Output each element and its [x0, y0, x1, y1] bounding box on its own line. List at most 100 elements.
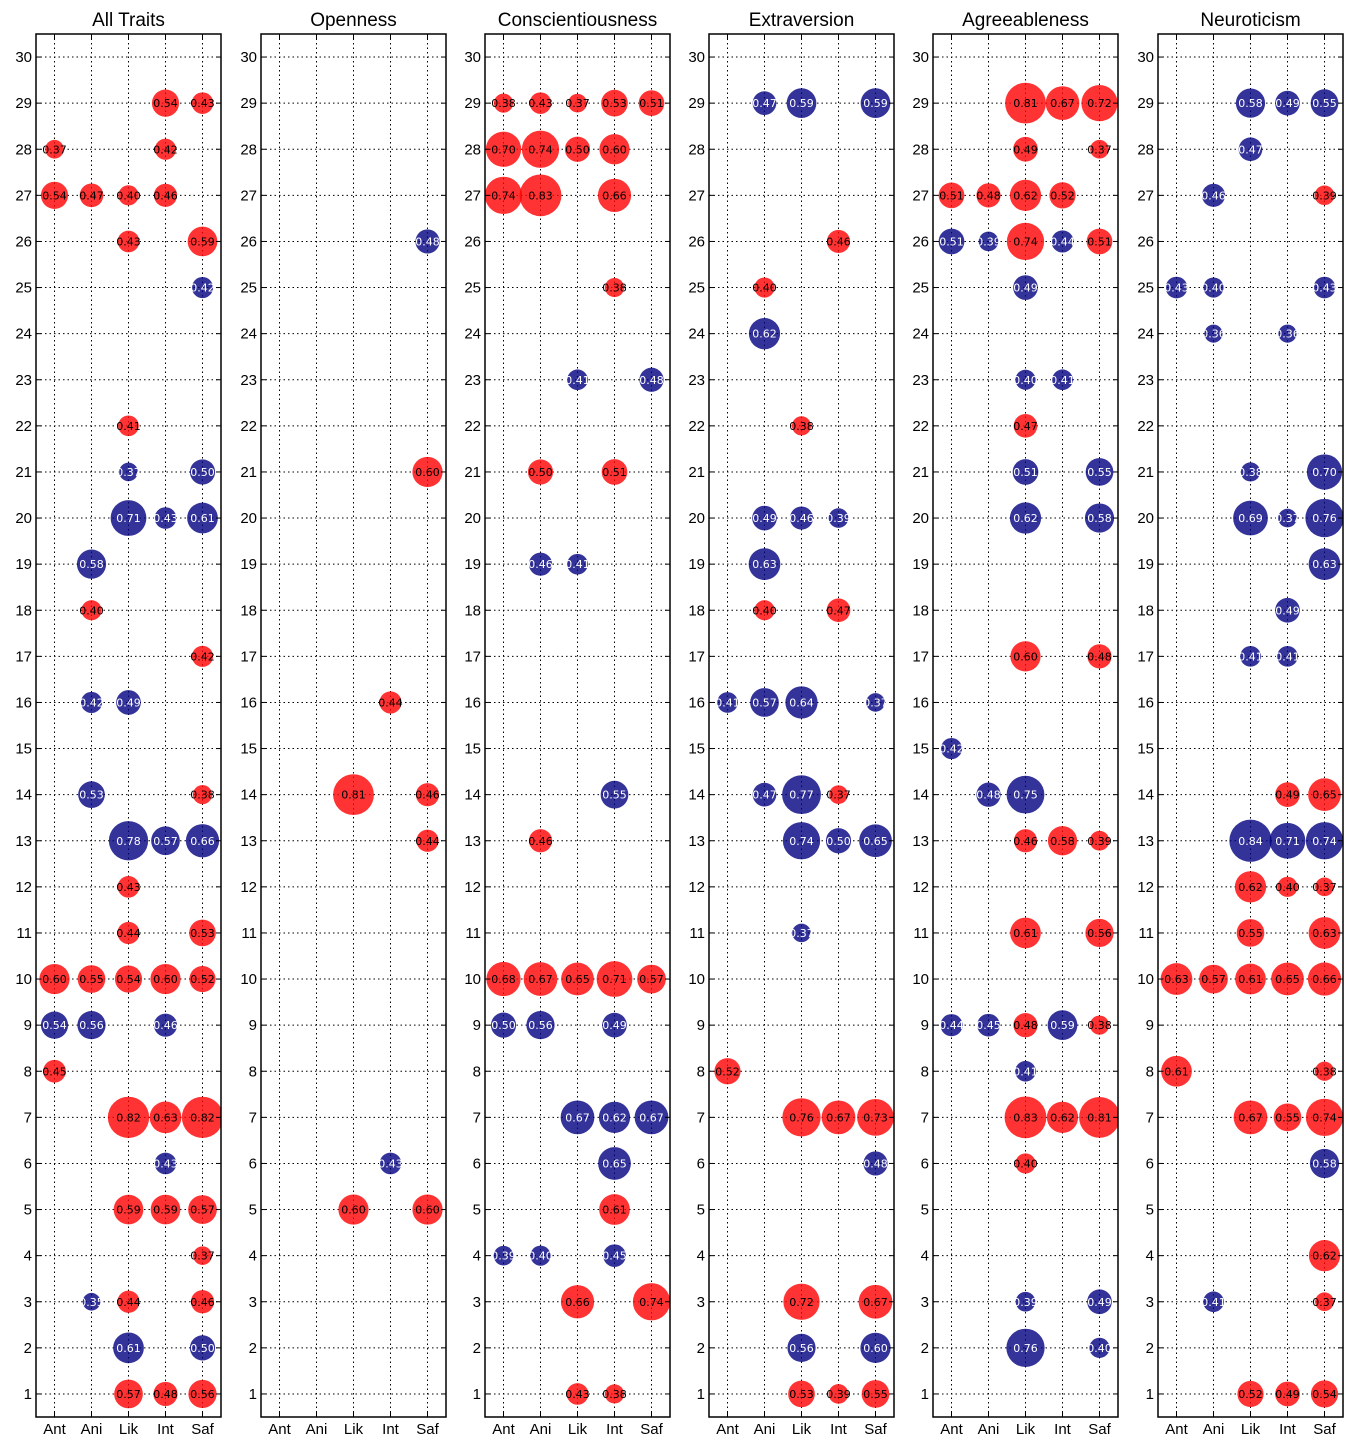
- bubble: [1310, 1380, 1339, 1408]
- bubble-value-label: 0.68: [491, 973, 516, 986]
- bubble: [150, 963, 181, 995]
- bubble: [1013, 414, 1038, 438]
- bubble: [412, 1194, 443, 1225]
- bubble-value-label: 0.66: [565, 1296, 590, 1309]
- x-tick-label: Int: [606, 1421, 624, 1438]
- x-tick-label: Saf: [864, 1421, 887, 1438]
- bubble: [530, 1245, 551, 1266]
- bubble-value-label: 0.67: [528, 973, 553, 986]
- x-tick-label: Lik: [568, 1421, 588, 1438]
- bubble-value-label: 0.50: [190, 466, 215, 479]
- bubble-value-label: 0.81: [1087, 1111, 1112, 1124]
- y-tick-label: 6: [473, 1155, 481, 1172]
- bubble: [600, 780, 629, 809]
- bubble: [1046, 1101, 1079, 1133]
- bubble-value-label: 0.60: [602, 143, 627, 156]
- bubble-value-label: 0.49: [1013, 282, 1038, 295]
- bubble: [752, 91, 777, 115]
- bubble-value-label: 0.48: [863, 1157, 888, 1170]
- bubble: [80, 691, 103, 714]
- x-tick-label: Saf: [191, 1421, 214, 1438]
- y-tick-label: 21: [15, 464, 32, 481]
- bubble-value-label: 0.41: [116, 420, 141, 433]
- y-tick-label: 16: [15, 694, 32, 711]
- y-tick-label: 30: [1137, 49, 1154, 66]
- y-tick-label: 7: [921, 1109, 929, 1126]
- bubble-value-label: 0.40: [752, 282, 777, 295]
- grid: [485, 34, 670, 1417]
- bubble: [1238, 137, 1263, 162]
- bubble: [1079, 1096, 1118, 1138]
- bubble: [1233, 1100, 1268, 1135]
- y-tick-label: 22: [15, 418, 32, 435]
- y-tick-label: 7: [1146, 1109, 1154, 1126]
- bubble: [1229, 819, 1272, 862]
- bubble: [752, 782, 777, 807]
- y-tick-label: 20: [1137, 510, 1154, 527]
- bubble: [1009, 502, 1042, 534]
- bubble: [1273, 1103, 1302, 1132]
- x-tick-label: Ant: [716, 1421, 739, 1438]
- bubble: [1275, 90, 1300, 116]
- y-tick-label: 23: [240, 372, 257, 389]
- bubble: [1051, 230, 1074, 253]
- panel-title: Extraversion: [749, 10, 855, 31]
- grid: [709, 34, 894, 1417]
- bubble-value-label: 0.48: [976, 789, 1001, 802]
- y-tick-label: 25: [464, 280, 481, 297]
- bubble: [1006, 775, 1045, 814]
- y-tick-label: 4: [921, 1248, 929, 1265]
- bubble-value-label: 0.70: [491, 143, 516, 156]
- bubble-value-label: 0.82: [116, 1111, 141, 1124]
- bubbles: 0.48 0.60 0.44 0.81 0.46 0.44 0.43 0.60 0.60: [333, 229, 443, 1225]
- bubble-value-label: 0.49: [1275, 1388, 1300, 1401]
- bubble-value-label: 0.37: [42, 143, 67, 156]
- bubble: [604, 277, 625, 298]
- bubble-value-label: 0.59: [1050, 1019, 1075, 1032]
- bubble: [938, 182, 965, 209]
- bubble-value-label: 0.40: [1013, 1157, 1038, 1170]
- bubble-value-label: 0.60: [415, 466, 440, 479]
- y-tick-label: 7: [249, 1109, 257, 1126]
- bubble-value-label: 0.55: [1312, 97, 1337, 110]
- bubble-value-label: 0.81: [1013, 97, 1038, 110]
- bubble: [1006, 222, 1045, 261]
- bubble: [181, 1096, 221, 1138]
- bubble: [333, 774, 374, 816]
- bubble: [151, 826, 180, 856]
- bubble: [785, 686, 818, 719]
- bubble-value-label: 0.72: [1087, 97, 1112, 110]
- x-tick-label: Lik: [792, 1421, 812, 1438]
- bubble-value-label: 0.36: [1201, 328, 1226, 341]
- y-tick-label: 8: [697, 1063, 705, 1080]
- bubble-value-label: 0.84: [1238, 835, 1263, 848]
- bubble-value-label: 0.60: [341, 1204, 366, 1217]
- bubble: [792, 923, 811, 943]
- bubble-value-label: 0.49: [1275, 97, 1300, 110]
- bubble-value-label: 0.41: [1050, 374, 1075, 387]
- bubble-value-label: 0.49: [602, 1019, 627, 1032]
- bubble-value-label: 0.39: [1013, 1296, 1038, 1309]
- bubble: [637, 964, 666, 994]
- bubble: [1233, 500, 1268, 536]
- x-tick-label: Ant: [492, 1421, 515, 1438]
- bubble-value-label: 0.58: [1312, 1157, 1337, 1170]
- y-tick-label: 24: [240, 326, 257, 343]
- bubble-value-label: 0.74: [1312, 1111, 1337, 1124]
- y-tick-label: 11: [913, 925, 929, 942]
- bubble-value-label: 0.44: [939, 1019, 964, 1032]
- bubble-value-label: 0.51: [1087, 235, 1112, 248]
- bubble-value-label: 0.58: [1087, 512, 1112, 525]
- bubble: [188, 1379, 217, 1409]
- y-tick-label: 30: [464, 49, 481, 66]
- bubble: [493, 93, 514, 113]
- y-tick-label: 7: [24, 1109, 32, 1126]
- bubble: [1277, 876, 1298, 897]
- bubble-value-label: 0.37: [1087, 143, 1112, 156]
- bubble-value-label: 0.62: [752, 328, 777, 341]
- bubble: [782, 775, 821, 815]
- bubble-value-label: 0.47: [752, 789, 777, 802]
- bubble: [789, 506, 814, 530]
- y-tick-label: 25: [688, 280, 705, 297]
- bubble: [1013, 136, 1038, 162]
